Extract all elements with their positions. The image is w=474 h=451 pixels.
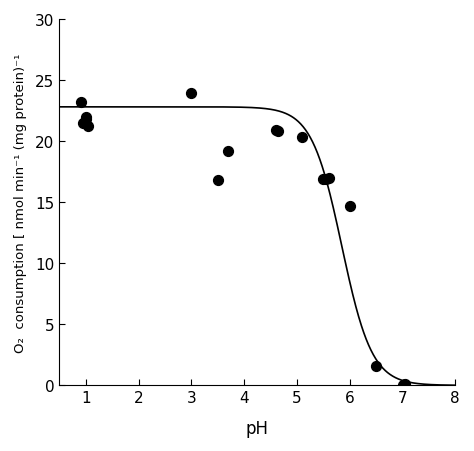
Y-axis label: O₂  consumption [ nmol min⁻¹ (mg protein)⁻¹: O₂ consumption [ nmol min⁻¹ (mg protein)… [14,53,27,352]
Point [77,99,84,106]
X-axis label: pH: pH [246,419,269,437]
Point [319,176,327,183]
Point [275,129,283,136]
Point [80,120,87,127]
Point [82,116,90,124]
Point [299,134,306,142]
Point [225,148,232,155]
Point [373,363,380,370]
Point [188,91,195,98]
Point [399,382,406,389]
Point [214,177,221,184]
Point [322,176,330,183]
Point [401,381,409,388]
Point [85,124,92,131]
Point [82,114,90,121]
Point [272,127,280,134]
Point [346,202,354,210]
Point [325,175,332,182]
